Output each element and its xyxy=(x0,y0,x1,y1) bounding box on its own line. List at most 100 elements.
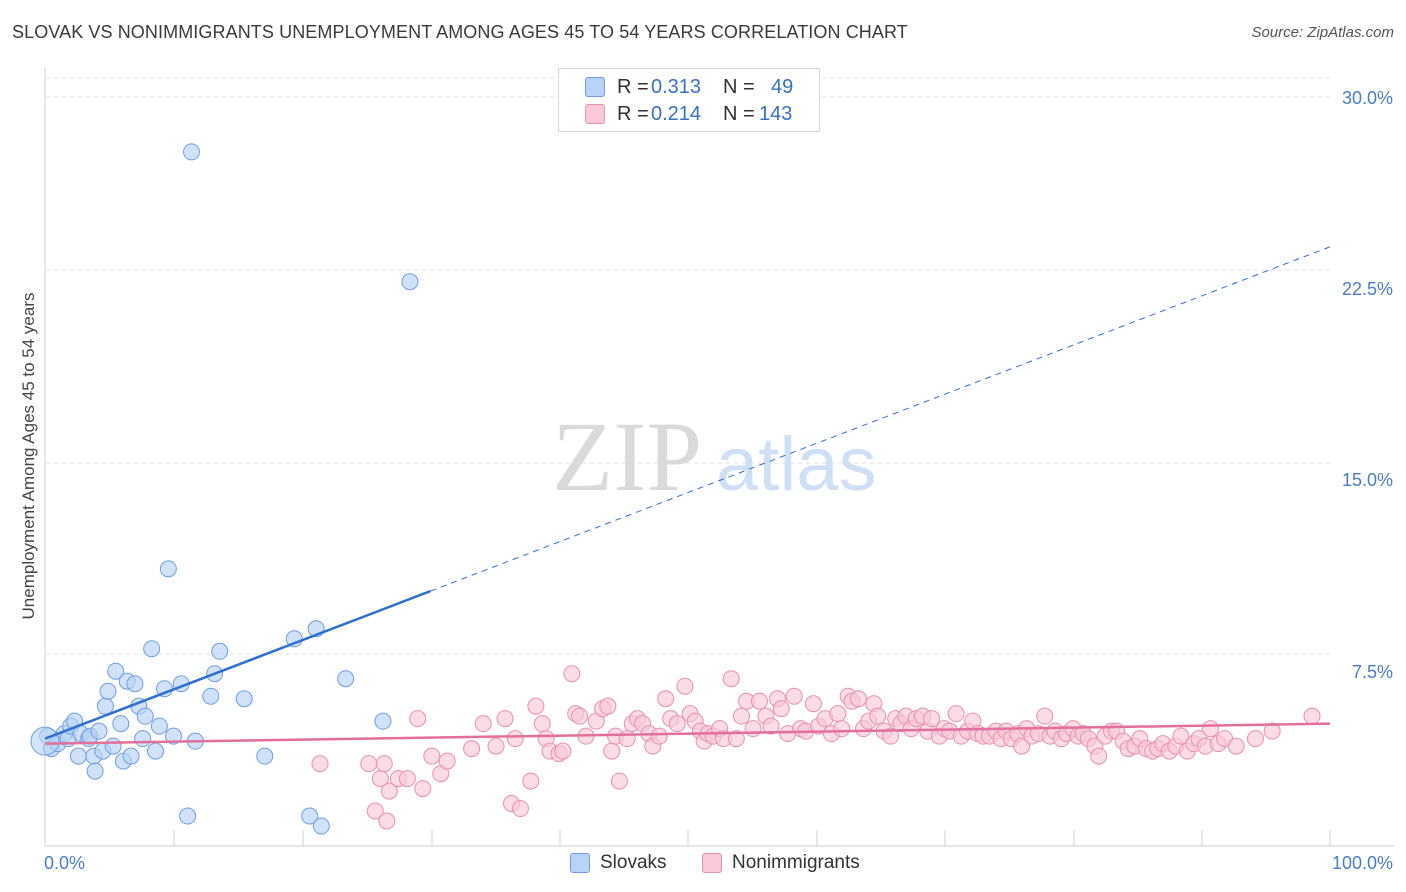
x-axis-ticks xyxy=(173,830,1331,846)
nonimmigrants-point xyxy=(378,812,396,830)
legend-label-nonimmigrants: Nonimmigrants xyxy=(732,852,860,873)
x-tick-label: 0.0% xyxy=(44,853,85,873)
watermark: ZIP atlas xyxy=(552,401,877,512)
nonimmigrants-point xyxy=(1013,737,1031,755)
slovaks-point xyxy=(90,722,108,740)
slovaks-point xyxy=(104,737,122,755)
nonimmigrants-point xyxy=(511,800,529,818)
y-tick-label: 15.0% xyxy=(1342,470,1393,490)
slovaks-point xyxy=(112,715,130,733)
nonimmigrants-point xyxy=(375,755,393,773)
legend-row-nonimmigrants: R = 0.214 N = 143 xyxy=(585,102,792,126)
chart-title: SLOVAK VS NONIMMIGRANTS UNEMPLOYMENT AMO… xyxy=(12,22,908,42)
legend-r-label: R = xyxy=(617,75,649,98)
nonimmigrants-points xyxy=(311,665,1321,830)
slovaks-point xyxy=(337,670,355,688)
bottom-legend-nonimmigrants: Nonimmigrants xyxy=(702,852,860,874)
nonimmigrants-point xyxy=(772,700,790,718)
slovaks-point xyxy=(86,762,104,780)
slovaks-point xyxy=(182,143,200,161)
nonimmigrants-point xyxy=(1036,707,1054,725)
nonimmigrants-point xyxy=(571,707,589,725)
nonimmigrants-point xyxy=(599,697,617,715)
slovaks-point xyxy=(401,273,419,291)
gridlines xyxy=(46,77,1330,655)
legend-r-value: 0.313 xyxy=(651,75,702,98)
nonimmigrants-point xyxy=(409,710,427,728)
nonimmigrants-point xyxy=(1090,747,1108,765)
y-tick-label: 22.5% xyxy=(1342,279,1393,299)
slovaks-point xyxy=(301,807,319,825)
legend-swatch-pink xyxy=(702,853,722,873)
slovaks-point xyxy=(235,690,253,708)
legend-n-value: 49 xyxy=(771,75,794,98)
nonimmigrants-point xyxy=(554,742,572,760)
slovaks-points xyxy=(30,143,419,835)
nonimmigrants-point xyxy=(522,772,540,790)
nonimmigrants-point xyxy=(360,755,378,773)
nonimmigrants-point xyxy=(869,707,887,725)
nonimmigrants-point xyxy=(727,730,745,748)
nonimmigrants-point xyxy=(676,677,694,695)
x-tick-label: 100.0% xyxy=(1332,853,1393,873)
slovaks-point xyxy=(202,687,220,705)
nonimmigrants-point xyxy=(496,710,514,728)
nonimmigrants-point xyxy=(1263,722,1281,740)
slovaks-point xyxy=(312,817,330,835)
legend-swatch-blue xyxy=(585,77,605,97)
slovaks-point xyxy=(143,640,161,658)
nonimmigrants-point xyxy=(463,740,481,758)
nonimmigrants-point xyxy=(487,737,505,755)
nonimmigrants-point xyxy=(882,727,900,745)
nonimmigrants-point xyxy=(1303,707,1321,725)
nonimmigrants-point xyxy=(750,692,768,710)
nonimmigrants-point xyxy=(1227,737,1245,755)
slovaks-point xyxy=(136,707,154,725)
slovaks-point xyxy=(159,560,177,578)
nonimmigrants-point xyxy=(668,715,686,733)
nonimmigrants-point xyxy=(1172,727,1190,745)
watermark-zip: ZIP xyxy=(552,401,702,512)
slovaks-point xyxy=(150,717,168,735)
nonimmigrants-point xyxy=(1246,730,1264,748)
nonimmigrants-point xyxy=(563,665,581,683)
nonimmigrants-trend xyxy=(44,722,1331,745)
slovaks-trend-solid xyxy=(44,589,431,740)
nonimmigrants-point xyxy=(762,717,780,735)
source-label: Source: ZipAtlas.com xyxy=(1251,24,1394,41)
slovaks-point xyxy=(147,742,165,760)
slovaks-point xyxy=(134,730,152,748)
nonimmigrants-point xyxy=(923,710,941,728)
nonimmigrants-point xyxy=(650,727,668,745)
slovaks-point xyxy=(211,642,229,660)
slovaks-point xyxy=(30,726,60,756)
legend-n-label: N = xyxy=(723,75,755,98)
slovaks-point xyxy=(256,747,274,765)
nonimmigrants-point xyxy=(506,730,524,748)
nonimmigrants-point xyxy=(829,705,847,723)
nonimmigrants-point xyxy=(947,705,965,723)
nonimmigrants-point xyxy=(849,690,867,708)
nonimmigrants-point xyxy=(1201,720,1219,738)
slovaks-point xyxy=(165,727,182,745)
legend-r-label: R = xyxy=(617,102,649,125)
nonimmigrants-point xyxy=(603,742,621,760)
slovaks-point xyxy=(107,662,125,680)
nonimmigrants-point xyxy=(380,782,398,800)
y-tick-label: 30.0% xyxy=(1342,88,1393,108)
nonimmigrants-point xyxy=(722,670,740,688)
nonimmigrants-point xyxy=(414,780,432,798)
nonimmigrants-point xyxy=(610,772,628,790)
correlation-legend: R = 0.313 N = 49 R = 0.214 N = 143 xyxy=(558,68,820,132)
nonimmigrants-point xyxy=(423,747,441,765)
nonimmigrants-point xyxy=(366,802,384,820)
legend-swatch-blue xyxy=(570,853,590,873)
slovaks-point xyxy=(69,747,87,765)
nonimmigrants-point xyxy=(533,715,551,733)
bottom-legend-slovaks: Slovaks xyxy=(570,852,667,874)
nonimmigrants-point xyxy=(804,695,822,713)
nonimmigrants-point xyxy=(527,697,545,715)
slovaks-point xyxy=(374,712,392,730)
nonimmigrants-point xyxy=(732,707,750,725)
legend-label-slovaks: Slovaks xyxy=(600,852,667,873)
